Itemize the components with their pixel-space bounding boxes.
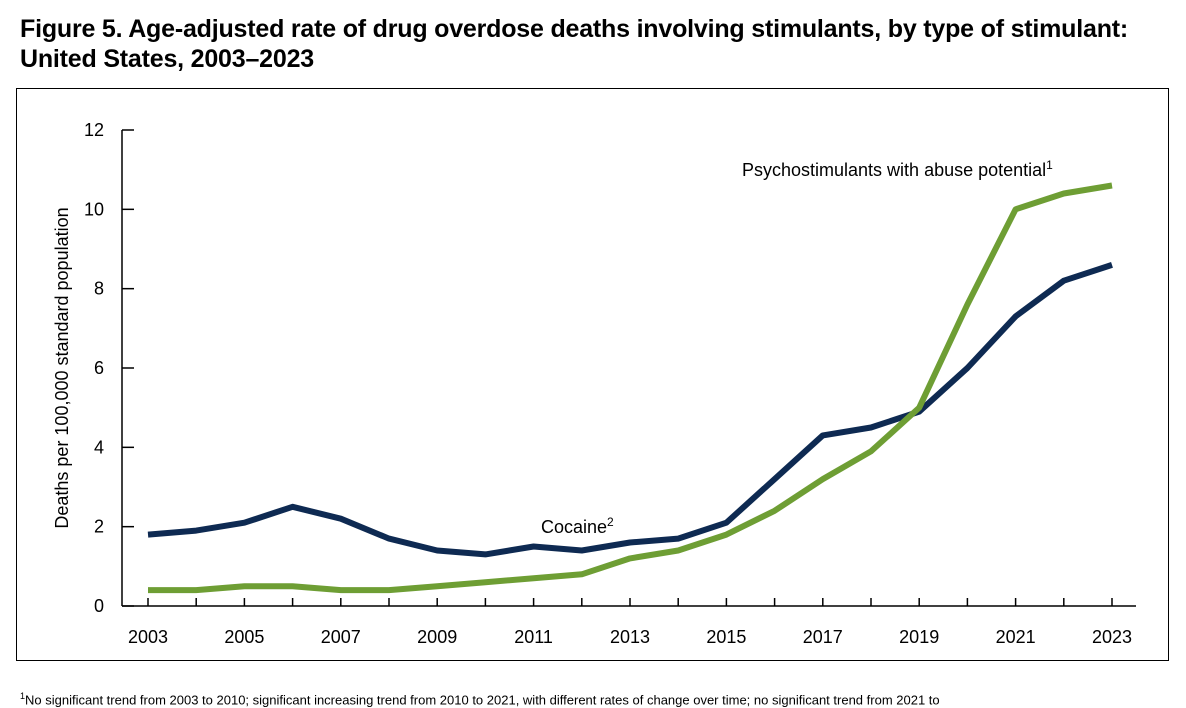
- y-tick-label: 4: [94, 437, 104, 457]
- x-tick-label: 2019: [899, 627, 939, 647]
- x-tick-label: 2015: [706, 627, 746, 647]
- chart-title-line1: Figure 5. Age-adjusted rate of drug over…: [20, 15, 1129, 43]
- y-axis-label: Deaths per 100,000 standard population: [52, 207, 72, 528]
- x-tick-label: 2007: [321, 627, 361, 647]
- x-tick-label: 2005: [224, 627, 264, 647]
- y-tick-label: 0: [94, 596, 104, 616]
- x-tick-label: 2017: [803, 627, 843, 647]
- y-tick-label: 12: [84, 120, 104, 140]
- cocaine-label-sup: 2: [607, 515, 614, 529]
- y-tick-label: 2: [94, 517, 104, 537]
- y-tick-label: 6: [94, 358, 104, 378]
- cocaine-line: [147, 262, 1113, 558]
- x-tick-label: 2021: [996, 627, 1036, 647]
- x-tick-label: 2023: [1092, 627, 1132, 647]
- chart-frame: [16, 88, 1169, 661]
- cocaine-label-text: Cocaine: [541, 517, 607, 537]
- x-tick-label: 2003: [128, 627, 168, 647]
- psychostimulants-label-sup: 1: [1046, 158, 1053, 172]
- series-lines: [147, 182, 1113, 594]
- psychostimulants-label-text: Psychostimulants with abuse potential: [742, 160, 1046, 180]
- x-tick-label: 2009: [417, 627, 457, 647]
- footnote: 1No significant trend from 2003 to 2010;…: [20, 688, 1170, 708]
- x-tick-label: 2013: [610, 627, 650, 647]
- x-tick-label: 2011: [514, 627, 553, 647]
- cocaine-series-label: Cocaine2: [541, 515, 614, 537]
- chart-title: Figure 5. Age-adjusted rate of drug over…: [20, 14, 1170, 74]
- y-tick-label: 10: [84, 199, 104, 219]
- psychostimulants-line: [148, 182, 1113, 594]
- psychostimulants-series-label: Psychostimulants with abuse potential1: [742, 158, 1053, 180]
- chart-title-line2: United States, 2003–2023: [20, 45, 314, 73]
- footnote-sup: 1: [20, 691, 26, 701]
- y-tick-label: 8: [94, 279, 104, 299]
